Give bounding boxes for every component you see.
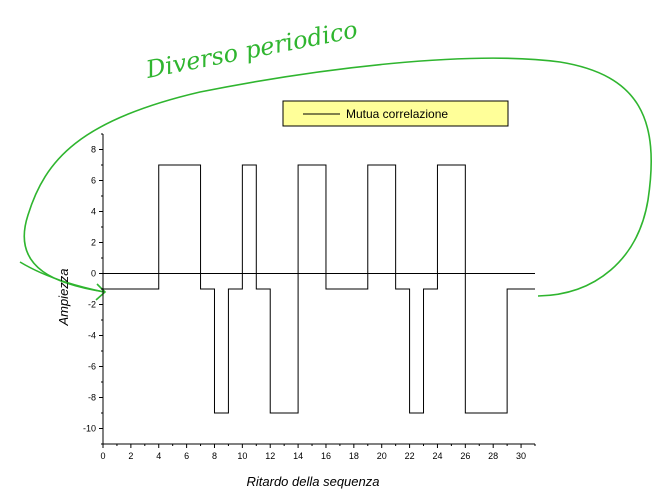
- y-tick-label: 4: [91, 207, 96, 217]
- x-tick-label: 24: [432, 451, 442, 461]
- x-tick-label: 16: [321, 451, 331, 461]
- x-tick-label: 12: [265, 451, 275, 461]
- x-tick-label: 6: [184, 451, 189, 461]
- handwritten-loop: [23, 57, 652, 297]
- y-tick-label: -2: [88, 300, 96, 310]
- x-tick-label: 26: [460, 451, 470, 461]
- x-tick-label: 22: [405, 451, 415, 461]
- x-tick-label: 20: [377, 451, 387, 461]
- x-tick-label: 30: [516, 451, 526, 461]
- x-tick-label: 4: [156, 451, 161, 461]
- x-tick-label: 18: [349, 451, 359, 461]
- y-tick-label: 2: [91, 238, 96, 248]
- tick-labels: 0 2 4 6 8 10 12 14 16 18 20 22 24 26 28 3086420-2-4-6-8…: [83, 145, 526, 462]
- y-tick-label: 0: [91, 269, 96, 279]
- legend: Mutua correlazione: [282, 100, 509, 127]
- legend-label: Mutua correlazione: [346, 107, 448, 121]
- y-axis-title: Ampiezza: [56, 268, 71, 326]
- x-tick-label: 28: [488, 451, 498, 461]
- y-tick-label: 6: [91, 176, 96, 186]
- axes: [102, 134, 535, 445]
- y-tick-label: -4: [88, 331, 96, 341]
- x-axis-title: Ritardo della sequenza: [247, 474, 380, 489]
- x-tick-label: 14: [293, 451, 303, 461]
- x-tick-label: 10: [237, 451, 247, 461]
- handwritten-arrow: [19, 261, 107, 301]
- x-tick-label: 2: [128, 451, 133, 461]
- y-tick-label: -6: [88, 362, 96, 372]
- x-tick-label: 8: [212, 451, 217, 461]
- y-tick-label: -8: [88, 393, 96, 403]
- tick-marks: [99, 133, 536, 448]
- series-line-mutua-correlazione: [103, 164, 535, 414]
- y-tick-label: -10: [83, 424, 96, 434]
- y-tick-label: 8: [91, 145, 96, 155]
- x-tick-label: 0: [100, 451, 105, 461]
- handwritten-annotation: Diverso periodico: [143, 15, 360, 84]
